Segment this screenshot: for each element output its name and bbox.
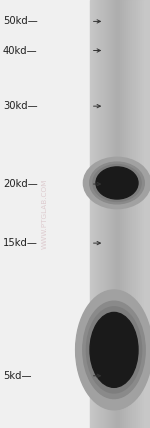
Bar bbox=[100, 0, 102, 428]
Bar bbox=[144, 0, 146, 428]
Bar bbox=[140, 0, 142, 428]
Text: 20kd—: 20kd— bbox=[3, 179, 38, 189]
Text: 30kd—: 30kd— bbox=[3, 101, 38, 111]
Ellipse shape bbox=[83, 301, 145, 398]
Bar bbox=[0, 0, 90, 428]
Bar bbox=[104, 0, 106, 428]
Ellipse shape bbox=[83, 158, 150, 209]
Ellipse shape bbox=[90, 162, 144, 204]
Bar bbox=[148, 0, 150, 428]
Bar bbox=[124, 0, 126, 428]
Bar bbox=[94, 0, 96, 428]
Bar bbox=[108, 0, 110, 428]
Bar bbox=[134, 0, 136, 428]
Text: WWW.PTGLAB.COM: WWW.PTGLAB.COM bbox=[42, 179, 48, 249]
Bar bbox=[138, 0, 140, 428]
Bar bbox=[112, 0, 114, 428]
Bar bbox=[122, 0, 124, 428]
Bar bbox=[132, 0, 134, 428]
Bar bbox=[102, 0, 104, 428]
Bar bbox=[146, 0, 148, 428]
Bar bbox=[128, 0, 130, 428]
Text: 15kd—: 15kd— bbox=[3, 238, 38, 248]
Text: 50kd—: 50kd— bbox=[3, 16, 38, 27]
Bar bbox=[118, 0, 120, 428]
Bar bbox=[136, 0, 138, 428]
Bar bbox=[110, 0, 112, 428]
Ellipse shape bbox=[90, 312, 138, 387]
Bar bbox=[90, 0, 92, 428]
Ellipse shape bbox=[76, 290, 150, 410]
Bar bbox=[106, 0, 108, 428]
Bar bbox=[126, 0, 128, 428]
Bar bbox=[130, 0, 132, 428]
Bar bbox=[92, 0, 94, 428]
Bar bbox=[98, 0, 100, 428]
Ellipse shape bbox=[86, 307, 142, 393]
Text: 5kd—: 5kd— bbox=[3, 371, 32, 381]
Text: 40kd—: 40kd— bbox=[3, 45, 38, 56]
Ellipse shape bbox=[96, 167, 138, 199]
Bar bbox=[120, 0, 122, 428]
Bar bbox=[96, 0, 98, 428]
Ellipse shape bbox=[93, 164, 141, 202]
Bar bbox=[116, 0, 118, 428]
Bar bbox=[114, 0, 116, 428]
Bar bbox=[142, 0, 144, 428]
